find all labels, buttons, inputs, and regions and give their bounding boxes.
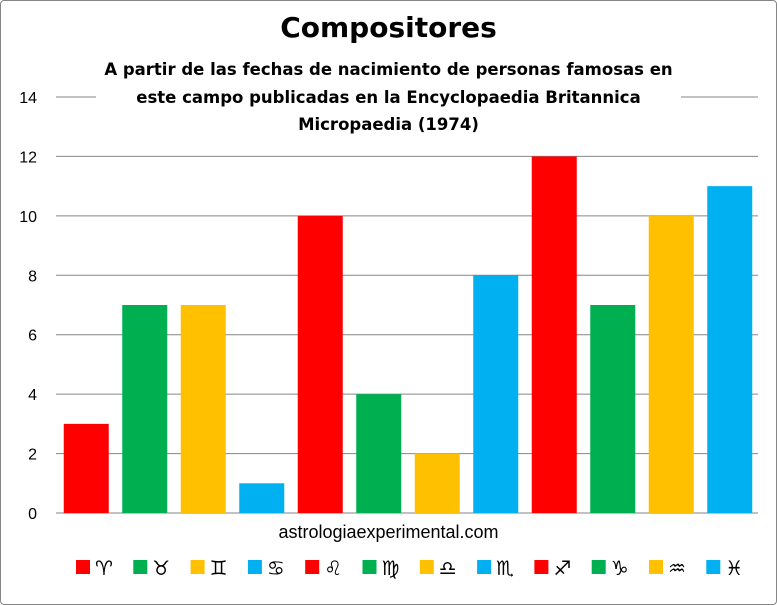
legend-label: ♎ — [439, 556, 457, 580]
legend-swatch — [591, 560, 606, 574]
legend-swatch — [133, 560, 148, 574]
bar-7 — [414, 453, 460, 513]
chart-subtitle: A partir de las fechas de nacimiento de … — [96, 56, 681, 139]
y-tick-label: 8 — [28, 268, 37, 285]
legend-label: ♊ — [210, 556, 228, 580]
chart-title: Compositores — [280, 11, 497, 44]
bar-3 — [180, 305, 226, 513]
legend-label: ♒ — [668, 556, 686, 580]
legend-swatch — [76, 560, 90, 574]
legend-label: ♑ — [611, 556, 629, 580]
legend-label: ♐ — [553, 556, 571, 580]
subtitle-line: A partir de las fechas de nacimiento de … — [104, 60, 673, 79]
legend-swatch — [190, 560, 205, 574]
legend-label: ♈ — [95, 556, 113, 580]
legend-swatch — [706, 560, 721, 574]
bar-11 — [648, 215, 694, 513]
y-tick-label: 14 — [19, 90, 37, 107]
legend-swatch — [534, 560, 549, 574]
y-tick-label: 10 — [19, 209, 37, 226]
source-label: astrologiaexperimental.com — [278, 522, 499, 542]
legend-swatch — [649, 560, 663, 574]
legend-swatch — [305, 560, 320, 574]
y-tick-label: 4 — [28, 387, 37, 404]
legend-swatch — [362, 560, 377, 574]
bar-10 — [590, 305, 636, 513]
y-tick-label: 6 — [28, 328, 37, 345]
bar-4 — [239, 483, 285, 513]
legend-swatch — [419, 560, 434, 574]
bar-2 — [122, 305, 168, 513]
legend-label: ♋ — [267, 556, 285, 580]
subtitle-line: Micropaedia (1974) — [298, 115, 479, 134]
y-tick-label: 2 — [28, 447, 37, 464]
bar-1 — [63, 423, 109, 513]
y-tick-label: 0 — [28, 506, 37, 523]
bar-8 — [473, 275, 519, 513]
legend-label: ♍ — [382, 556, 400, 580]
legend-label: ♉ — [152, 556, 170, 580]
legend-label: ♓ — [725, 556, 743, 580]
legend-label: ♏ — [496, 556, 514, 580]
legend-swatch — [247, 560, 262, 574]
bar-6 — [356, 394, 402, 513]
y-tick-label: 12 — [19, 149, 37, 166]
bar-5 — [297, 215, 343, 513]
legend-label: ♌ — [324, 556, 342, 580]
bar-9 — [531, 156, 577, 513]
bar-12 — [707, 186, 753, 513]
legend-swatch — [477, 560, 492, 574]
subtitle-line: este campo publicadas en la Encyclopaedi… — [136, 87, 641, 107]
